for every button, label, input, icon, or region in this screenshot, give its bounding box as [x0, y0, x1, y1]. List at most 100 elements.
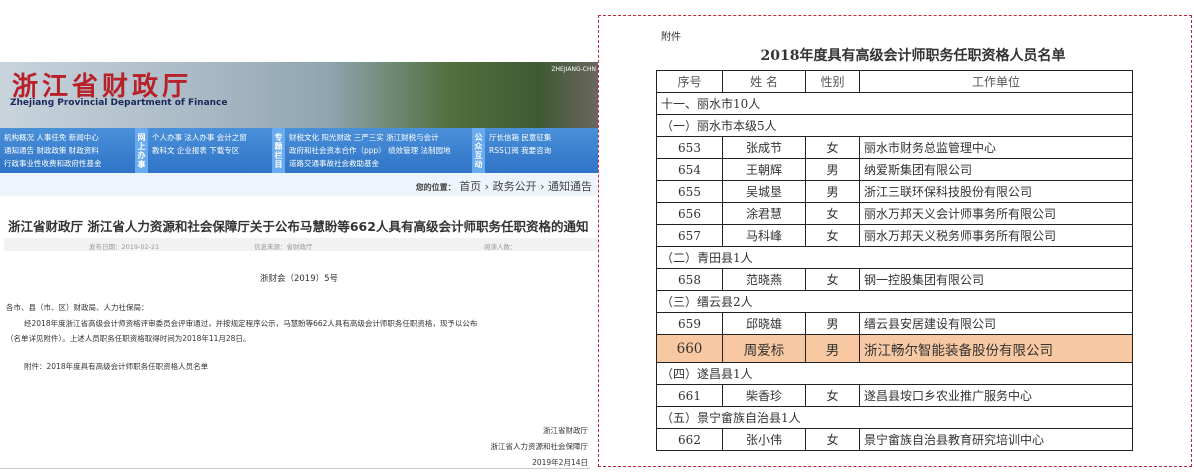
nav-group-info: 机构概况 人事任免 新闻中心 通知通告 财政政策 财政资料 行政事业性收费和政府… [0, 128, 135, 173]
header-name: 姓 名 [722, 70, 806, 93]
nav-links[interactable]: 机构概况 人事任免 新闻中心 [4, 133, 99, 142]
table-row: 655 吴城垦男浙江三联环保科技股份有限公司 [656, 180, 1133, 203]
breadcrumb-label: 您的位置： [415, 183, 456, 192]
cell-unit: 纳爱斯集团有限公司 [859, 158, 1133, 181]
section-label: （一）丽水市本级5人 [656, 114, 1133, 137]
nav-links[interactable]: 通知通告 财政政策 财政资料 [4, 146, 99, 155]
cell-name: 马科峰 [722, 224, 806, 247]
main-nav: 机构概况 人事任免 新闻中心 通知通告 财政政策 财政资料 行政事业性收费和政府… [0, 128, 598, 173]
cell-name: 吴城垦 [722, 180, 806, 203]
webpage-screenshot: 浙江省财政厅 Zhejiang Provincial Department of… [0, 0, 598, 475]
nav-group-topics: 财税文化 阳光财政 三严三实 浙江财税与会计 政府和社会资本合作（ppp） 绩效… [285, 128, 472, 173]
section-label: （四）遂昌县1人 [656, 362, 1133, 385]
section-label: （三）缙云县2人 [656, 290, 1133, 313]
table-row: 657 马科峰女丽水万邦天义税务师事务所有限公司 [656, 224, 1133, 247]
site-logo-en: Zhejiang Provincial Department of Financ… [10, 98, 228, 108]
nav-links[interactable]: 教科文 企业报表 下载专区 [152, 146, 240, 155]
nav-links[interactable]: 道路交通事故社会救助基金 [289, 159, 379, 168]
divider [0, 468, 590, 469]
cell-name: 涂君慧 [722, 202, 806, 225]
header-unit: 工作单位 [859, 70, 1133, 93]
attachment-link[interactable]: 附件：2018年度具有高级会计师职务任职资格人员名单 [24, 362, 209, 371]
publish-date: 发布日期：2019-02-21 [89, 243, 160, 251]
cell-no: 657 [656, 224, 723, 247]
nav-group-public: 厅长信箱 民意征集 RSS订阅 我要咨询 [485, 128, 555, 173]
header-sex: 性别 [805, 70, 860, 93]
article-title: 浙江省财政厅 浙江省人力资源和社会保障厅关于公布马慧盼等662人具有高级会计师职… [8, 219, 589, 234]
section-row: （二）青田县1人 [656, 246, 1133, 269]
cell-unit: 遂昌县垵口乡农业推广服务中心 [859, 384, 1133, 407]
table-row: 661 柴香珍女遂昌县垵口乡农业推广服务中心 [656, 384, 1133, 407]
nav-group-online: 个人办事 法人办事 会计之窗 教科文 企业报表 下载专区 [148, 128, 272, 173]
nav-links[interactable]: RSS订阅 我要咨询 [489, 146, 552, 155]
section-label: （五）景宁畲族自治县1人 [656, 406, 1133, 429]
nav-links[interactable]: 政府和社会资本合作（ppp） 绩效管理 法制园地 [289, 146, 451, 155]
signature-date: 2019年2月14日 [532, 458, 588, 467]
nav-label-public: 公众互动 [472, 128, 485, 173]
table-header: 序号 姓 名 性别 工作单位 [656, 70, 1133, 93]
cell-sex: 男 [805, 158, 860, 181]
cell-unit: 钢一控股集团有限公司 [859, 268, 1133, 291]
table-row: 653 张成节女丽水市财务总监管理中心 [656, 136, 1133, 159]
cell-unit: 景宁畲族自治县教育研究培训中心 [859, 428, 1133, 451]
section-label: 十一、丽水市10人 [656, 92, 1133, 115]
breadcrumb-sep: › [536, 180, 548, 193]
section-row: （三）缙云县2人 [656, 290, 1133, 313]
breadcrumb-public[interactable]: 政务公开 [492, 180, 537, 193]
cell-unit: 浙江三联环保科技股份有限公司 [859, 180, 1133, 203]
section-row: （一）丽水市本级5人 [656, 114, 1133, 137]
cell-sex: 男 [805, 180, 860, 203]
site-logo[interactable]: 浙江省财政厅 [12, 72, 193, 102]
cell-sex: 男 [805, 312, 860, 335]
paragraph: 经2018年度浙江省高级会计师资格评审委员会评审通过，并按规定程序公示，马慧盼等… [24, 319, 478, 328]
cell-name: 张成节 [722, 136, 806, 159]
cell-sex: 女 [805, 136, 860, 159]
site-banner: 浙江省财政厅 Zhejiang Provincial Department of… [0, 62, 598, 164]
breadcrumb-notices[interactable]: 通知通告 [548, 180, 592, 193]
cell-sex: 女 [805, 202, 860, 225]
attachment-list-panel: 附件 2018年度具有高级会计师职务任职资格人员名单 序号 姓 名 性别 工作单… [598, 15, 1192, 467]
section-row: 十一、丽水市10人 [656, 92, 1133, 115]
nav-links[interactable]: 行政事业性收费和政府性基金 [4, 159, 102, 168]
cell-name: 邱晓雄 [722, 312, 806, 335]
read-count: 阅读人数： [484, 243, 517, 251]
cell-no: 659 [656, 312, 723, 335]
table-row: 656 涂君慧女丽水万邦天义会计师事务所有限公司 [656, 202, 1133, 225]
table-row: 662 张小伟女景宁畲族自治县教育研究培训中心 [656, 428, 1133, 451]
cell-name: 范晓燕 [722, 268, 806, 291]
breadcrumb-home[interactable]: 首页 [459, 180, 482, 193]
cell-sex: 女 [805, 268, 860, 291]
nav-label-online: 网上办事 [135, 128, 148, 173]
cell-no: 662 [656, 428, 723, 451]
cell-no: 660 [656, 334, 723, 363]
info-source: 信息来源：省财政厅 [254, 243, 313, 251]
nav-links[interactable]: 财税文化 阳光财政 三严三实 浙江财税与会计 [289, 133, 439, 142]
cell-no: 653 [656, 136, 723, 159]
section-label: （二）青田县1人 [656, 246, 1133, 269]
cell-unit: 丽水万邦天义税务师事务所有限公司 [859, 224, 1133, 247]
corner-text: ZHEJIANG-CHN [551, 66, 596, 73]
personnel-table: 序号 姓 名 性别 工作单位 十一、丽水市10人 （一）丽水市本级5人 653 张成节… [656, 70, 1133, 451]
cell-name: 柴香珍 [722, 384, 806, 407]
cell-unit: 缙云县安居建设有限公司 [859, 312, 1133, 335]
nav-links[interactable]: 个人办事 法人办事 会计之窗 [152, 133, 247, 142]
cell-no: 658 [656, 268, 723, 291]
cell-name: 张小伟 [722, 428, 806, 451]
table-row: 659 邱晓雄男缙云县安居建设有限公司 [656, 312, 1133, 335]
cell-no: 661 [656, 384, 723, 407]
section-row: （五）景宁畲族自治县1人 [656, 406, 1133, 429]
cell-name: 周爱标 [722, 334, 806, 363]
cell-no: 655 [656, 180, 723, 203]
nav-label-topics: 专题栏目 [272, 128, 285, 173]
nav-links[interactable]: 厅长信箱 民意征集 [489, 133, 552, 142]
section-row: （四）遂昌县1人 [656, 362, 1133, 385]
table-row: 658 范晓燕女钢一控股集团有限公司 [656, 268, 1133, 291]
header-no: 序号 [656, 70, 723, 93]
cell-sex: 女 [805, 384, 860, 407]
salutation: 各市、县（市、区）财政局、人力社保局： [6, 303, 149, 312]
document-number: 浙财会（2019）5号 [259, 274, 339, 284]
breadcrumb-sep: › [481, 180, 493, 193]
table-row: 660 周爱标男浙江畅尔智能装备股份有限公司 [656, 334, 1133, 363]
signature: 浙江省财政厅 [543, 426, 588, 435]
article-meta: 发布日期：2019-02-21 信息来源：省财政厅 阅读人数： [4, 238, 598, 251]
